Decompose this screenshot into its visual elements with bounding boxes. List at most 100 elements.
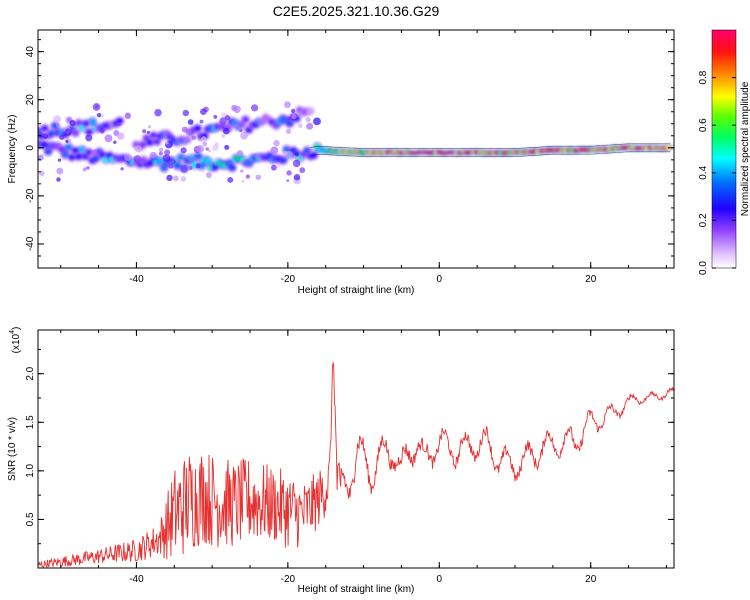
heatmap-cell: [201, 136, 207, 142]
heatmap-cell: [199, 119, 204, 124]
heatmap-axes: -40 -20 0 20 -40 -20 0 20 40: [25, 30, 674, 285]
heatmap-cell: [116, 117, 124, 124]
heatmap-cell: [85, 149, 93, 156]
heatmap-cell: [170, 158, 176, 165]
heatmap-cell: [57, 158, 62, 162]
heatmap-cell: [284, 101, 291, 109]
heatmap-cell: [194, 153, 202, 160]
snr-xtick-label: -40: [129, 574, 144, 585]
heatmap-cell: [38, 153, 45, 160]
figure-title: C2E5.2025.321.10.36.G29: [273, 3, 440, 19]
heatmap-ridge: [38, 138, 674, 174]
heatmap-cell: [41, 125, 49, 132]
heatmap-cell: [196, 145, 205, 153]
snr-marks: [38, 362, 674, 568]
snr-multiplier-prefix: (x10: [11, 333, 22, 353]
heatmap-cell: [184, 136, 192, 143]
heatmap-cell: [239, 128, 243, 133]
heatmap-cell: [173, 175, 179, 182]
heatmap-cell: [283, 150, 288, 155]
heatmap-cell: [305, 117, 311, 123]
snr-frame: [37, 329, 675, 569]
heatmap-cell: [85, 134, 93, 142]
snr-xtick-label: -20: [281, 574, 296, 585]
heatmap-cell: [56, 177, 61, 182]
heatmap-cell: [270, 164, 277, 171]
heatmap-xlabel: Height of straight line (km): [298, 285, 415, 296]
heatmap-cell: [91, 149, 99, 157]
snr-ytick-label: 0.5: [25, 512, 36, 526]
heatmap-cell: [306, 122, 314, 130]
colorbar-tick-label: 0.4: [698, 165, 709, 179]
heatmap-cell: [147, 125, 151, 129]
colorbar-tick-label: 0.8: [698, 70, 709, 84]
heatmap-cell: [207, 149, 212, 153]
heatmap-cell: [158, 147, 164, 152]
heatmap-cell: [48, 130, 56, 137]
heatmap-cell: [142, 129, 147, 134]
heatmap-cell: [250, 104, 259, 112]
heatmap-cell: [99, 128, 105, 134]
heatmap-cell: [205, 147, 210, 151]
heatmap-cell: [177, 154, 185, 161]
heatmap-cell: [240, 131, 248, 140]
heatmap-cell: [236, 150, 244, 157]
heatmap-cell: [158, 151, 163, 156]
svg-text:(x104): (x104): [9, 327, 22, 354]
heatmap-cell: [146, 130, 150, 134]
heatmap-cell: [313, 117, 321, 126]
heatmap-cell: [299, 167, 306, 174]
heatmap-cell: [78, 146, 86, 153]
heatmap-cell: [228, 164, 236, 171]
heatmap-cell: [44, 133, 48, 137]
heatmap-cell: [117, 121, 122, 126]
heatmap-cell: [240, 169, 244, 173]
heatmap-cell: [241, 116, 249, 123]
heatmap-xtick-label: -20: [281, 274, 296, 285]
heatmap-cell: [146, 139, 154, 146]
heatmap-ylabel: Frequency (Hz): [7, 115, 18, 184]
heatmap-xtick-label: -40: [129, 274, 144, 285]
heatmap-cell: [254, 154, 260, 160]
heatmap-cell: [205, 172, 212, 179]
heatmap-cell: [286, 179, 290, 183]
colorbar-tick-label: 0.2: [698, 213, 709, 227]
snr-ytick-label: 1.5: [25, 415, 36, 429]
heatmap-cell: [286, 170, 292, 176]
snr-ytick-label: 1.0: [25, 463, 36, 477]
heatmap-cell: [64, 128, 72, 137]
snr-series-line: [38, 362, 674, 568]
colorbar: 0.0 0.2 0.4 0.6 0.8 Normalized spectral ampl…: [698, 29, 750, 275]
heatmap-ridge: [131, 105, 316, 152]
heatmap-cell: [85, 129, 93, 136]
heatmap-cell: [162, 154, 171, 162]
heatmap-ytick-label: 20: [25, 94, 36, 106]
heatmap-cell: [65, 144, 73, 151]
heatmap-cell: [82, 120, 90, 127]
heatmap-cell: [286, 116, 291, 121]
heatmap-cell: [180, 147, 187, 154]
heatmap-cell: [191, 135, 197, 141]
heatmap-frame: [37, 29, 675, 269]
heatmap-cell: [310, 152, 318, 159]
snr-panel: -40 -20 0 20 0.5 1.0 1.5 2.0 Height of straight…: [7, 327, 675, 595]
heatmap-cell: [221, 133, 226, 138]
heatmap-cell: [202, 141, 208, 147]
heatmap-cell: [241, 179, 245, 183]
heatmap-cell: [59, 134, 65, 140]
heatmap-cell: [120, 167, 124, 171]
heatmap-cell: [56, 167, 64, 175]
heatmap-panel: -40 -20 0 20 -40 -20 0 20 40 Height of straight …: [7, 29, 675, 296]
heatmap-cell: [181, 126, 188, 133]
heatmap-cell: [149, 151, 157, 159]
heatmap-ridge-outline: [310, 143, 671, 157]
heatmap-cell: [187, 119, 194, 125]
heatmap-cell: [275, 163, 280, 168]
heatmap-cell: [69, 119, 76, 127]
heatmap-speckles: [38, 101, 321, 185]
heatmap-marks: [38, 101, 674, 185]
heatmap-cell: [293, 174, 301, 181]
heatmap-cell: [233, 123, 239, 128]
heatmap-cell: [89, 118, 97, 125]
